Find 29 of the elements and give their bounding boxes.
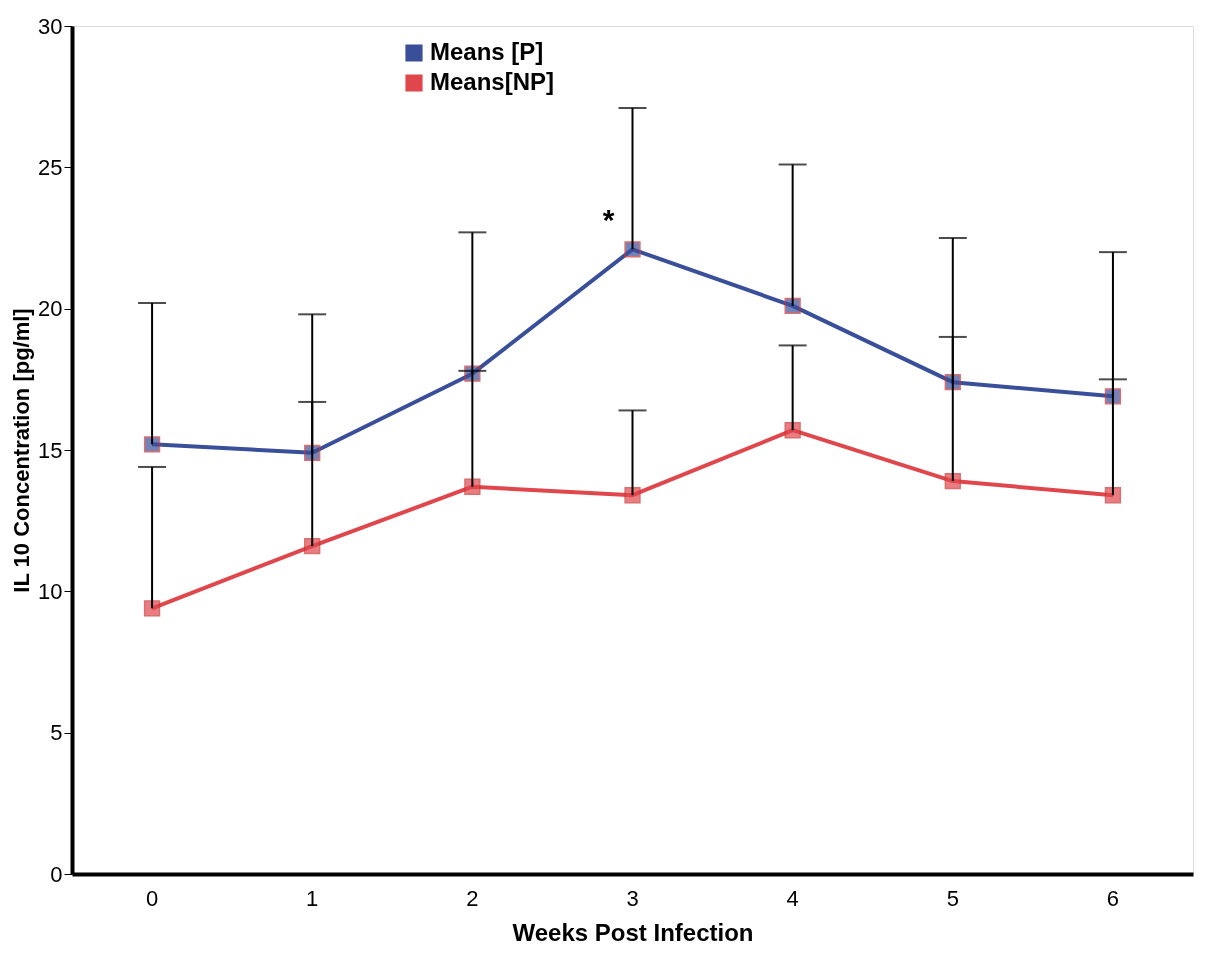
y-axis-title: IL 10 Concentration [pg/ml] [9, 308, 35, 593]
point [143, 600, 161, 617]
x-tick-label: 6 [1106, 885, 1120, 911]
annotation: * [602, 203, 615, 237]
y-tick-label: 20 [38, 296, 63, 322]
point [784, 297, 801, 315]
point [304, 537, 321, 555]
x-tick-label: 1 [306, 885, 319, 911]
x-tick-label: 0 [145, 885, 159, 911]
y-tick-label: 15 [38, 437, 63, 463]
point [143, 436, 161, 453]
y-tick-label: 25 [38, 154, 63, 180]
point [624, 241, 641, 258]
x-tick-label: 2 [466, 885, 479, 911]
point [464, 478, 481, 495]
x-tick-label: 4 [786, 885, 799, 911]
legend-label: Means[NP] [430, 68, 555, 95]
x-tick-label: 3 [626, 885, 639, 911]
point [624, 487, 641, 504]
x-tick-label: 5 [946, 885, 959, 911]
point [784, 422, 801, 439]
y-tick-label: 5 [50, 720, 63, 746]
y-tick-label: 30 [38, 13, 63, 39]
point [1104, 487, 1122, 504]
x-axis-title: Weeks Post Infection [512, 918, 754, 946]
point [944, 472, 961, 490]
legend-label: Means [P] [430, 38, 544, 65]
y-tick-label: 0 [50, 861, 63, 887]
y-tick-label: 10 [38, 578, 63, 604]
